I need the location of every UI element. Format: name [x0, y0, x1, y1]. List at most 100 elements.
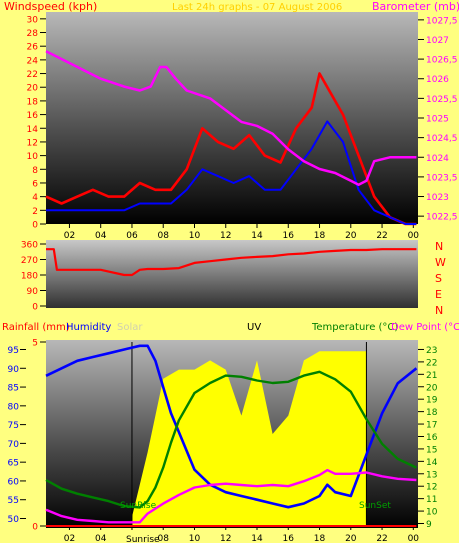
wind-x-tick-label: 06 [126, 231, 138, 241]
legend-solar: Solar [117, 322, 143, 333]
temp-y-tick-label: 17 [426, 421, 437, 431]
wind-y-tick-label: 6 [32, 179, 38, 189]
temp-y-tick-label: 18 [426, 408, 438, 418]
wind-y-tick-label: 28 [27, 29, 39, 39]
temp-y-tick-label: 19 [426, 396, 438, 406]
wind-y-tick-label: 8 [32, 166, 38, 176]
hum-y-tick-label: 90 [8, 365, 20, 375]
wind-y-tick-label: 18 [27, 97, 39, 107]
weather-x-tick-label: 22 [376, 534, 387, 543]
wind-x-tick-label: 16 [283, 231, 295, 241]
dir-y-tick-label: 360 [21, 241, 38, 251]
weather-x-tick-label: 04 [95, 534, 107, 543]
temp-y-tick-label: 11 [426, 495, 437, 505]
baro-y-tick-label: 1025 [426, 115, 449, 125]
temp-y-tick-label: 20 [426, 383, 438, 393]
wind-plot-area [46, 12, 418, 224]
wind-y-tick-label: 14 [27, 125, 39, 135]
series-wind-average [46, 120, 417, 225]
wind-y-tick-label: 10 [27, 152, 39, 162]
weather-layer: 50 55 60 65 70 75 80 85 90 95 0 5 9 10 11 12 13 14 15 16 17 1… [8, 339, 438, 543]
wind-x-tick-label: 20 [345, 231, 357, 241]
baro-y-tick-label: 1027,5 [426, 16, 458, 26]
baro-y-tick-label: 1023 [426, 193, 449, 203]
wind-y-tick-label: 30 [27, 15, 39, 25]
wind-x-tick-label: 22 [376, 231, 387, 241]
hum-y-tick-label: 50 [8, 515, 20, 525]
wind-x-tick-label: 04 [95, 231, 107, 241]
wind-x-tick-label: 10 [189, 231, 201, 241]
baro-y-tick-label: 1026,5 [426, 56, 458, 66]
hum-y-tick-label: 60 [8, 477, 20, 487]
baro-y-tick-label: 1022,5 [426, 213, 458, 223]
series-dew-point [45, 468, 417, 524]
weather-x-tick-label: 18 [314, 534, 326, 543]
sunset-plot-label: SunSet [359, 501, 391, 511]
sunrise-axis-label: Sunrise [126, 535, 160, 543]
series-temperature [45, 370, 417, 509]
compass-e: E [435, 288, 442, 301]
weather-x-tick-label: 02 [64, 534, 75, 543]
temp-y-tick-label: 22 [426, 358, 437, 368]
series-wind-direction [46, 248, 417, 277]
series-windspeed [45, 72, 417, 226]
wind-y-tick-label: 2 [32, 207, 38, 217]
wind-y-tick-label: 4 [32, 193, 38, 203]
temp-y-tick-label: 16 [426, 433, 438, 443]
legend-humidity: Humidity [66, 322, 111, 333]
direction-layer: 0 90 180 270 360 [21, 241, 417, 313]
series-barometer [45, 50, 417, 186]
barometer-axis-title: Barometer (mb) [372, 0, 459, 13]
series-humidity [45, 344, 418, 509]
legend-rainfall: Rainfall (mm) [2, 322, 70, 333]
wind-x-tick-label: 08 [158, 231, 170, 241]
hum-y-tick-label: 75 [8, 421, 19, 431]
temp-y-tick-label: 14 [426, 458, 438, 468]
temp-y-tick-label: 9 [426, 520, 432, 530]
temp-y-tick-label: 23 [426, 346, 437, 356]
temp-y-tick-label: 12 [426, 483, 437, 493]
direction-plot-area [46, 240, 418, 308]
temp-y-tick-label: 21 [426, 371, 437, 381]
wind-x-tick-label: 02 [64, 231, 75, 241]
weather-x-tick-label: 14 [251, 534, 263, 543]
temp-y-tick-label: 10 [426, 508, 438, 518]
baro-y-tick-label: 1027 [426, 36, 449, 46]
baro-y-tick-label: 1025,5 [426, 95, 458, 105]
hum-y-tick-label: 70 [8, 440, 20, 450]
wind-y-tick-label: 22 [27, 70, 38, 80]
series-solar [132, 351, 367, 526]
legend-uv: UV [247, 322, 261, 333]
wind-y-tick-label: 26 [27, 43, 39, 53]
baro-y-tick-label: 1026 [426, 75, 449, 85]
rain-y-tick-label: 5 [32, 339, 38, 349]
baro-y-tick-label: 1024 [426, 154, 449, 164]
hum-y-tick-label: 85 [8, 384, 19, 394]
baro-y-tick-label: 1024,5 [426, 134, 458, 144]
dir-y-tick-label: 90 [27, 287, 39, 297]
dir-y-tick-label: 270 [21, 256, 38, 266]
compass-s: S [435, 272, 442, 285]
rain-y-tick-label: 0 [32, 523, 38, 533]
weather-x-tick-label: 12 [220, 534, 231, 543]
hum-y-tick-label: 55 [8, 496, 19, 506]
chart-title: Last 24h graphs - 07 August 2006 [172, 2, 342, 13]
wind-x-tick-label: 12 [220, 231, 231, 241]
dir-y-tick-label: 180 [21, 272, 38, 282]
temp-y-tick-label: 13 [426, 470, 437, 480]
hum-y-tick-label: 80 [8, 402, 20, 412]
weather-x-tick-label: 20 [345, 534, 357, 543]
wind-x-tick-label: 00 [408, 231, 420, 241]
weather-x-tick-label: 08 [158, 534, 170, 543]
wind-y-tick-label: 16 [27, 111, 39, 121]
wind-y-tick-label: 0 [32, 221, 38, 231]
wind-x-tick-label: 18 [314, 231, 326, 241]
wind-y-tick-label: 12 [27, 138, 38, 148]
wind-layer: 0246810121416182022242628301022,51023102… [27, 15, 458, 241]
compass-w: W [435, 256, 446, 269]
weather-x-tick-label: 10 [189, 534, 201, 543]
weather-x-tick-label: 00 [408, 534, 420, 543]
temp-y-tick-label: 15 [426, 445, 437, 455]
